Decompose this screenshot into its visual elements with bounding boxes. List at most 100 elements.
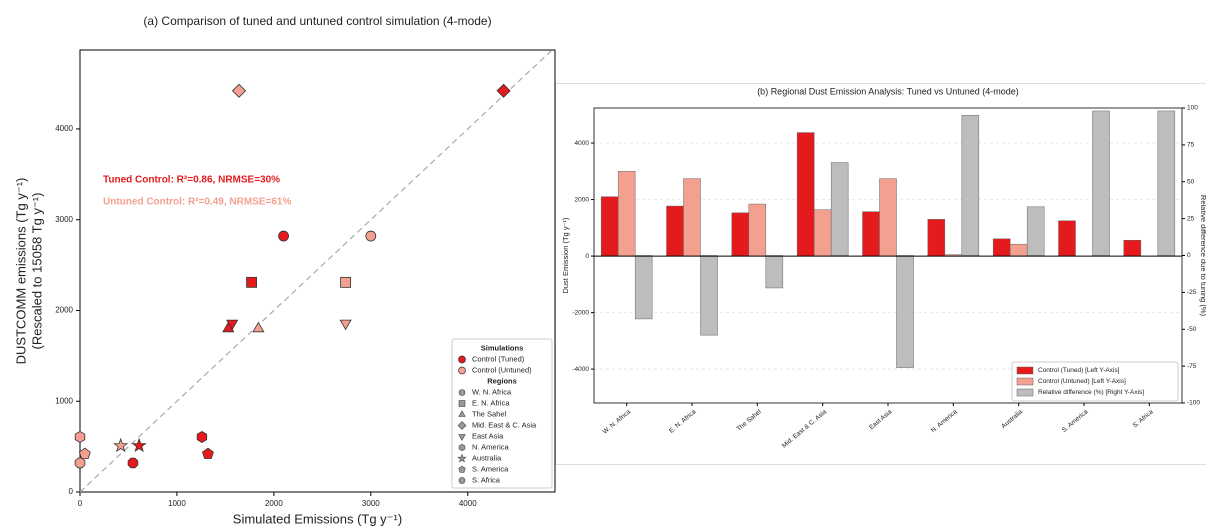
point	[340, 276, 352, 288]
point	[252, 321, 265, 333]
plot-frame	[79, 49, 556, 493]
bar	[700, 255, 718, 336]
legend-marker	[458, 355, 466, 364]
y-tick-label: -2000	[572, 309, 589, 316]
bar	[830, 162, 849, 256]
legend-marker	[457, 421, 467, 430]
legend-label: Control (Untuned)	[472, 365, 532, 374]
annotation: Tuned Control: R²=0.86, NRMSE=30%	[103, 175, 280, 186]
point	[127, 457, 139, 469]
y2-tick-label: 25	[1187, 215, 1195, 222]
legend-label: The Sahel	[472, 409, 507, 418]
x-tick-label: Mid. East & C. Asia	[781, 408, 828, 449]
chart-title: (b) Regional Dust Emission Analysis: Tun…	[757, 86, 1019, 96]
y2-tick-label: 50	[1187, 178, 1195, 185]
bar	[961, 115, 980, 256]
bar	[617, 171, 636, 257]
bar	[796, 132, 815, 257]
bar	[1009, 243, 1028, 257]
legend-label: Control (Untuned) [Left Y-Axis]	[1038, 378, 1126, 385]
y-tick-label: 1000	[55, 396, 73, 405]
point	[78, 447, 91, 459]
x-tick-label: 1000	[168, 499, 186, 508]
y2-tick-label: -25	[1187, 289, 1197, 296]
x-tick-label: S. Africa	[1132, 408, 1155, 429]
bar	[992, 238, 1011, 257]
x-tick-label: 0	[78, 499, 83, 508]
identity-line	[79, 49, 553, 493]
legend-swatch	[1016, 366, 1034, 375]
bar	[896, 255, 914, 368]
bar	[634, 255, 653, 320]
y-tick-label: 2000	[55, 306, 73, 315]
x-tick-label: East Asia	[868, 408, 894, 431]
annotation: Untuned Control: R²=0.49, NRMSE=61%	[103, 197, 291, 208]
x-tick-label: 3000	[362, 499, 380, 508]
point	[131, 437, 147, 453]
legend-box	[451, 338, 553, 489]
bar	[813, 209, 832, 257]
point	[246, 276, 257, 288]
legend-marker	[458, 477, 466, 484]
point	[339, 319, 352, 331]
legend-label: W. N. Africa	[472, 387, 512, 396]
legend-marker	[458, 434, 466, 441]
x-axis-label: Simulated Emissions (Tg y⁻¹)	[233, 511, 402, 526]
y-tick-label: 4000	[55, 124, 73, 133]
point	[113, 437, 129, 453]
point	[231, 83, 247, 98]
bar	[1157, 110, 1176, 256]
x-tick-label: E. N. Africa	[668, 408, 698, 435]
x-tick-label: Australia	[1000, 408, 1024, 430]
y2-tick-label: 75	[1187, 142, 1195, 149]
y2-tick-label: -50	[1187, 326, 1197, 333]
y2-axis-label: Relative difference due to tuning (%)	[1199, 195, 1206, 317]
legend-label: Relative difference (%) [Right Y-Axis]	[1038, 389, 1144, 396]
y-axis-label: Dust Emission (Tg y⁻¹)	[561, 217, 570, 294]
bar	[879, 178, 897, 257]
x-tick-label: 4000	[459, 499, 477, 508]
legend-label: S. America	[472, 464, 509, 473]
bar	[765, 255, 784, 289]
legend-marker	[457, 453, 467, 463]
bar	[666, 205, 684, 257]
point	[365, 230, 377, 242]
legend-label: East Asia	[472, 431, 504, 440]
y-axis-label: DUSTCOMM emissions (Tg y⁻¹)	[13, 178, 28, 365]
point	[278, 230, 289, 242]
legend-label: S. Africa	[472, 475, 501, 484]
legend-label: N. America	[472, 442, 510, 451]
bar	[748, 203, 767, 257]
y-tick-label: 0	[585, 253, 589, 260]
bar	[1123, 239, 1142, 257]
bar	[927, 219, 946, 257]
y-tick-label: 3000	[55, 215, 73, 224]
point	[496, 83, 511, 98]
x-tick-label: W. N. Africa	[602, 408, 633, 435]
bar	[1058, 220, 1076, 257]
legend-label: Australia	[472, 453, 502, 462]
x-tick-label: The Sahel	[736, 408, 764, 433]
y-axis-label: (Rescaled to 15058 Tg y⁻¹)	[29, 193, 44, 350]
y2-tick-label: -75	[1187, 363, 1197, 370]
point	[74, 457, 86, 469]
legend-title: Simulations	[481, 343, 524, 352]
legend-label: Control (Tuned)	[472, 354, 525, 363]
legend-marker	[458, 465, 466, 473]
legend-swatch	[1016, 377, 1034, 386]
y2-tick-label: 0	[1187, 252, 1191, 259]
legend-marker	[458, 400, 466, 407]
bar	[683, 178, 701, 257]
y-tick-label: 4000	[575, 140, 590, 147]
bar	[600, 196, 619, 257]
legend-marker	[458, 389, 466, 396]
bar	[731, 212, 750, 257]
bar	[1026, 206, 1045, 256]
bar	[862, 211, 880, 257]
legend-swatch	[1016, 388, 1034, 397]
y2-tick-label: 100	[1187, 105, 1198, 112]
y-tick-label: 2000	[575, 196, 590, 203]
legend-marker	[458, 410, 466, 417]
